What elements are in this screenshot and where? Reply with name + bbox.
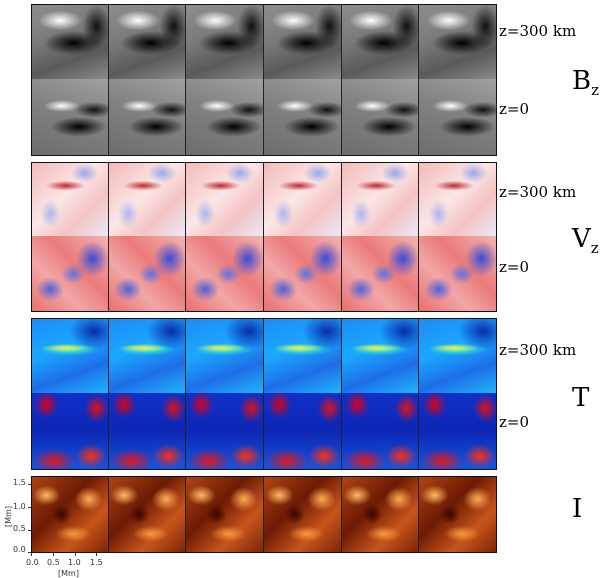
panel-bz-z0-4 bbox=[264, 79, 342, 156]
panel-vz-z0-1 bbox=[31, 236, 109, 312]
quantity-label-t: T bbox=[572, 383, 590, 413]
panel-bz-z300-1 bbox=[31, 4, 109, 79]
panel-vz-z300-6 bbox=[419, 162, 497, 236]
panel-bz-z300-2 bbox=[108, 4, 187, 79]
panel-vz-z300-5 bbox=[341, 162, 420, 236]
panel-bz-z0-3 bbox=[186, 79, 264, 156]
panel-bz-z300-5 bbox=[341, 4, 420, 79]
panel-bz-z300-4 bbox=[264, 4, 342, 79]
panel-t-z0-3 bbox=[186, 393, 264, 470]
x-tick-mark bbox=[53, 553, 54, 556]
panel-bz-z300-6 bbox=[419, 4, 497, 79]
panel-intensity-2 bbox=[108, 476, 187, 553]
panel-t-z300-3 bbox=[186, 318, 264, 393]
panel-bz-z0-6 bbox=[419, 79, 497, 156]
x-tick-mark bbox=[31, 553, 32, 556]
x-tick-label: 0.5 bbox=[47, 558, 60, 567]
y-tick-label: 0.0 bbox=[13, 545, 26, 554]
y-tick-mark bbox=[28, 484, 31, 485]
x-tick-mark bbox=[75, 553, 76, 556]
row-label-t-z300: z=300 km bbox=[499, 341, 577, 359]
row-label-vz-z0: z=0 bbox=[499, 258, 530, 276]
panel-intensity-3 bbox=[186, 476, 264, 553]
panel-vz-z0-6 bbox=[419, 236, 497, 312]
panel-bz-z0-1 bbox=[31, 79, 109, 156]
panel-t-z300-4 bbox=[264, 318, 342, 393]
panel-bz-z0-2 bbox=[108, 79, 187, 156]
panel-intensity-1 bbox=[31, 476, 109, 553]
panel-t-z0-2 bbox=[108, 393, 187, 470]
x-tick-label: 1.5 bbox=[90, 558, 103, 567]
y-axis-title: [Mm] bbox=[3, 506, 13, 527]
panel-intensity-5 bbox=[341, 476, 420, 553]
row-label-vz-z300: z=300 km bbox=[499, 183, 577, 201]
panel-intensity-6 bbox=[419, 476, 497, 553]
y-tick-mark bbox=[28, 507, 31, 508]
row-label-bz-z0: z=0 bbox=[499, 100, 530, 118]
panel-t-z0-6 bbox=[419, 393, 497, 470]
panel-t-z0-1 bbox=[31, 393, 109, 470]
x-tick-label: 0.0 bbox=[26, 558, 39, 567]
panel-t-z300-1 bbox=[31, 318, 109, 393]
panel-t-z0-5 bbox=[341, 393, 420, 470]
y-tick-mark bbox=[28, 552, 31, 553]
row-label-t-z0: z=0 bbox=[499, 413, 530, 431]
panel-t-z300-5 bbox=[341, 318, 420, 393]
x-axis-title: [Mm] bbox=[58, 569, 79, 578]
panel-t-z300-6 bbox=[419, 318, 497, 393]
panel-vz-z0-3 bbox=[186, 236, 264, 312]
y-tick-label: 1.5 bbox=[13, 478, 26, 487]
y-tick-mark bbox=[28, 530, 31, 531]
x-tick-label: 1.0 bbox=[68, 558, 81, 567]
y-tick-label: 0.5 bbox=[13, 524, 26, 533]
panel-t-z0-4 bbox=[264, 393, 342, 470]
panel-vz-z300-3 bbox=[186, 162, 264, 236]
panel-vz-z0-2 bbox=[108, 236, 187, 312]
x-tick-mark bbox=[96, 553, 97, 556]
quantity-label-bz: Bz bbox=[572, 66, 600, 100]
quantity-label-i: I bbox=[572, 494, 583, 524]
quantity-label-vz: Vz bbox=[572, 224, 599, 258]
panel-vz-z0-5 bbox=[341, 236, 420, 312]
panel-bz-z0-5 bbox=[341, 79, 420, 156]
row-label-bz-z300: z=300 km bbox=[499, 22, 577, 40]
panel-vz-z300-2 bbox=[108, 162, 187, 236]
panel-t-z300-2 bbox=[108, 318, 187, 393]
panel-vz-z0-4 bbox=[264, 236, 342, 312]
panel-intensity-4 bbox=[264, 476, 342, 553]
panel-vz-z300-1 bbox=[31, 162, 109, 236]
y-tick-label: 1.0 bbox=[13, 502, 26, 511]
panel-vz-z300-4 bbox=[264, 162, 342, 236]
panel-bz-z300-3 bbox=[186, 4, 264, 79]
